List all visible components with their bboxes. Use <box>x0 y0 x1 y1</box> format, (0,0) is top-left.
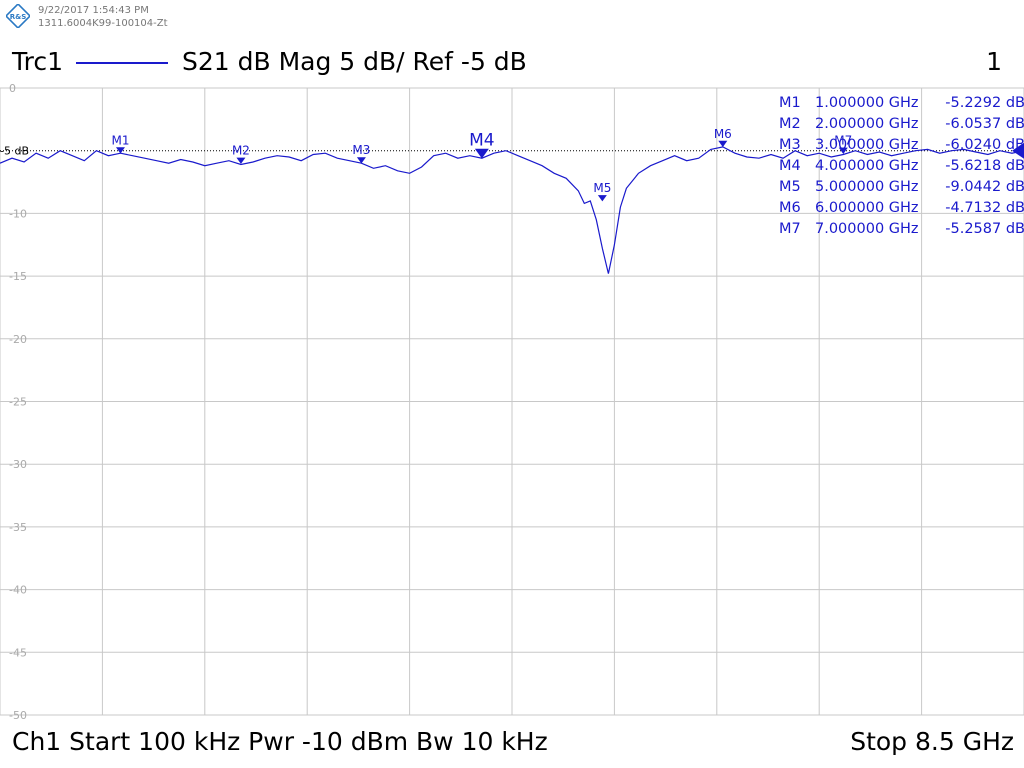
y-tick-label: -35 <box>9 521 27 534</box>
marker-m5-icon[interactable] <box>597 195 607 202</box>
svg-text:R&S: R&S <box>10 13 27 21</box>
y-tick-label: 0 <box>9 82 16 95</box>
marker-table-name: M3 <box>779 137 801 153</box>
trace-color-swatch <box>76 62 168 64</box>
marker-label: M2 <box>232 144 250 158</box>
marker-label: M3 <box>352 143 370 157</box>
rohde-schwarz-logo: R&S <box>4 2 32 30</box>
marker-table-response: -6.0240 dB <box>945 137 1024 153</box>
marker-label: M1 <box>111 133 129 147</box>
marker-m7-icon[interactable] <box>838 147 848 154</box>
instrument-id: 1311.6004K99-100104-Zt <box>38 18 168 29</box>
capture-datetime: 9/22/2017 1:54:43 PM <box>38 5 149 16</box>
marker-label: M4 <box>469 131 494 151</box>
marker-table-name: M1 <box>779 95 801 111</box>
markers: M1 M2 M3 M4 M5 M6 M7 <box>111 127 852 202</box>
marker-table-name: M7 <box>779 221 801 237</box>
stop-frequency[interactable]: Stop 8.5 GHz <box>850 727 1014 756</box>
grid <box>0 87 1024 716</box>
marker-table-row[interactable]: M5 5.000000 GHz -9.0442 dB <box>779 177 1024 198</box>
marker-table-response: -5.2587 dB <box>945 221 1024 237</box>
y-tick-label: -45 <box>9 646 27 659</box>
y-tick-label: -25 <box>9 396 27 409</box>
marker-table-response: -6.0537 dB <box>945 116 1024 132</box>
y-tick-label: -30 <box>9 458 27 471</box>
marker-m2-icon[interactable] <box>236 157 246 164</box>
y-tick-label: -50 <box>9 709 27 722</box>
marker-table-stimulus: 2.000000 GHz <box>815 116 919 132</box>
marker-table-name: M4 <box>779 158 801 174</box>
marker-table-row[interactable]: M3 3.000000 GHz -6.0240 dB <box>779 135 1024 156</box>
marker-label: M7 <box>834 134 852 148</box>
channel-number: 1 <box>986 47 1002 76</box>
y-tick-label: -10 <box>9 207 27 220</box>
trace <box>0 142 1024 274</box>
marker-table-response: -4.7132 dB <box>945 200 1024 216</box>
trace-description[interactable]: S21 dB Mag 5 dB/ Ref -5 dB <box>182 47 527 76</box>
marker-table-stimulus: 1.000000 GHz <box>815 95 919 111</box>
marker-table-stimulus: 4.000000 GHz <box>815 158 919 174</box>
reference-arrow-icon[interactable] <box>1012 142 1024 159</box>
y-tick-label: -20 <box>9 333 27 346</box>
marker-table-row[interactable]: M2 2.000000 GHz -6.0537 dB <box>779 114 1024 135</box>
y-tick-label: -15 <box>9 270 27 283</box>
marker-table-row[interactable]: M6 6.000000 GHz -4.7132 dB <box>779 198 1024 219</box>
trace-line <box>0 146 1024 274</box>
marker-m6-icon[interactable] <box>718 140 728 148</box>
marker-table-row[interactable]: M1 1.000000 GHz -5.2292 dB <box>779 93 1024 114</box>
marker-label: M6 <box>714 127 732 141</box>
marker-table-name: M5 <box>779 179 801 195</box>
marker-table: M1 1.000000 GHz -5.2292 dB M2 2.000000 GHz -6… <box>779 93 1024 240</box>
marker-label: M5 <box>593 181 611 195</box>
marker-m3-icon[interactable] <box>356 157 366 164</box>
y-tick-label: -5 dB <box>0 145 29 158</box>
marker-table-stimulus: 5.000000 GHz <box>815 179 919 195</box>
marker-table-stimulus: 3.000000 GHz <box>815 137 919 153</box>
marker-table-row[interactable]: M4 4.000000 GHz -5.6218 dB <box>779 156 1024 177</box>
marker-table-response: -9.0442 dB <box>945 179 1024 195</box>
marker-table-row[interactable]: M7 7.000000 GHz -5.2587 dB <box>779 219 1024 240</box>
channel-settings[interactable]: Ch1 Start 100 kHz Pwr -10 dBm Bw 10 kHz <box>12 727 548 756</box>
marker-table-stimulus: 6.000000 GHz <box>815 200 919 216</box>
marker-table-response: -5.6218 dB <box>945 158 1024 174</box>
marker-m4-icon[interactable] <box>474 148 489 159</box>
marker-table-response: -5.2292 dB <box>945 95 1024 111</box>
trace-name[interactable]: Trc1 <box>12 47 63 76</box>
marker-m1-icon[interactable] <box>115 147 125 154</box>
marker-table-name: M2 <box>779 116 801 132</box>
y-tick-label: -40 <box>9 584 27 597</box>
marker-table-name: M6 <box>779 200 801 216</box>
marker-table-stimulus: 7.000000 GHz <box>815 221 919 237</box>
y-tick-labels: 0 -5 dB -10 -15 -20 -25 -30 -35 -40 -45 -50 <box>0 82 29 722</box>
